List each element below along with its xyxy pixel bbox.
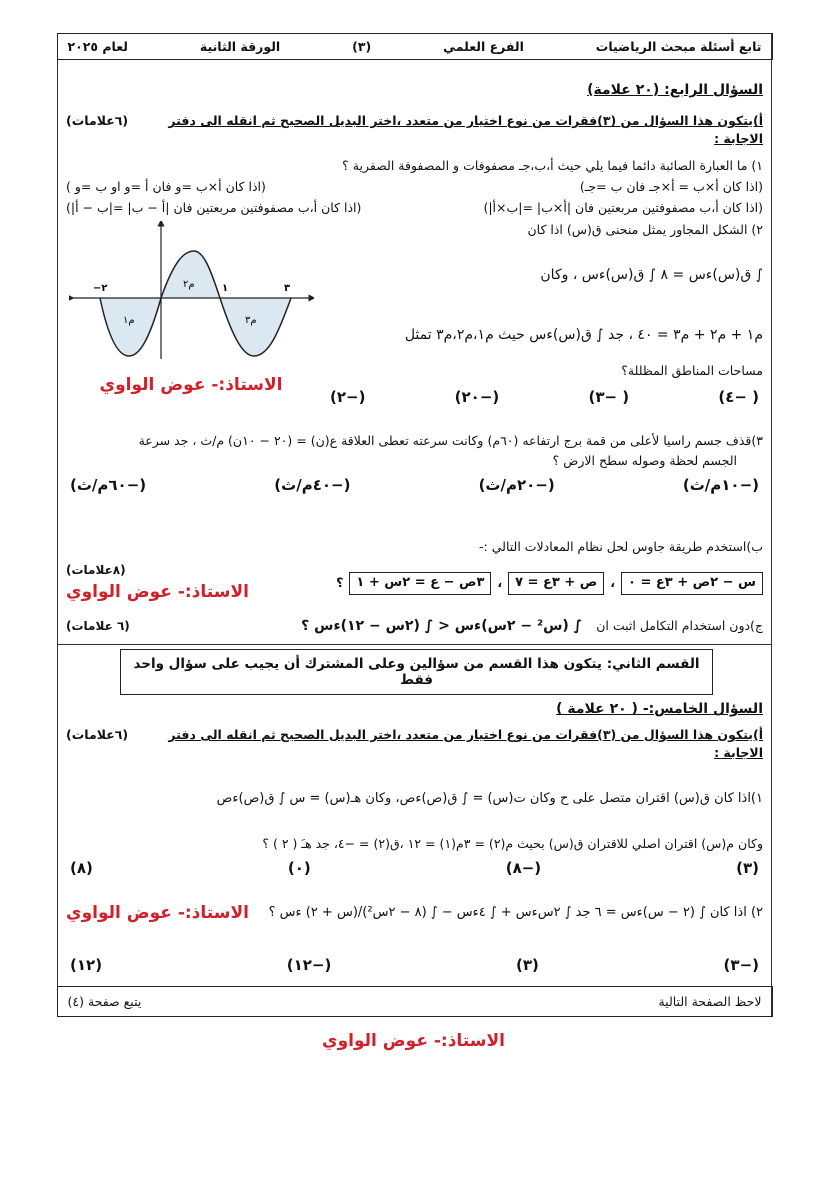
q5-item1-text2: وكان م(س) اقتران اصلي للاقتران ق(س) بحيث… xyxy=(262,835,763,851)
graph-label: −٢ xyxy=(93,283,108,294)
q4-item3-option: (−٦٠م/ث) xyxy=(70,476,147,495)
header-paper: الورقة الثانية xyxy=(199,39,281,54)
q4-part-b-text: ب)استخدم طريقة جاوس لحل نظام المعادلات ا… xyxy=(479,539,763,555)
shaded-region-m1 xyxy=(99,297,161,356)
q4-item2-option: ( −٤) xyxy=(718,387,759,406)
exam-header: تابع أسئلة مبحث الرياضيات الفرع العلمي (… xyxy=(56,33,773,60)
footer-box: لاحظ الصفحة التالية يتبع صفحة (٤) xyxy=(56,985,773,1017)
q4-item2-line2: م١ + م٢ + م٣ = ٤٠ ، جد ∫ ق(س)ءس حيث م١،م… xyxy=(404,327,763,344)
page-frame: تابع أسئلة مبحث الرياضيات الفرع العلمي (… xyxy=(56,33,773,1017)
q5-item1-option: (٠) xyxy=(287,858,311,877)
q5-item1-option: (٨) xyxy=(70,858,93,877)
equation-sep: ، xyxy=(610,575,616,591)
equation-1: س − ٢ص + ٣ع = ٠ xyxy=(621,571,763,595)
q4-item1-option: (اذا كان أ×ب =و فان أ =و او ب =و ) xyxy=(66,178,266,194)
teacher-watermark: الاستاذ:- عوض الواوي xyxy=(66,902,249,923)
graph-label: م١ xyxy=(123,315,135,326)
q5-item2-option: (٣) xyxy=(516,955,539,974)
q4-title: السؤال الرابع: (٢٠ علامة) xyxy=(587,82,763,98)
section2-text: القسم الثاني: يتكون هذا القسم من سؤالين … xyxy=(133,656,700,689)
q4-item2-option: (−٢٠) xyxy=(454,387,500,406)
equation-sep: ، xyxy=(497,575,503,591)
header-branch: الفرع العلمي xyxy=(443,39,524,54)
teacher-watermark: الاستاذ:- عوض الواوي xyxy=(99,374,283,395)
q5-instruction: أ)يتكون هذا السؤال من (٣)فقرات من نوع اخ… xyxy=(168,726,763,760)
q4-item2-option: (−٢) xyxy=(330,387,366,406)
q4-item3-option: (−٢٠م/ث) xyxy=(478,476,555,495)
q5-item1-option: (−٨) xyxy=(505,858,542,877)
q4-item1-text: ١) ما العبارة الصائبة دائما فيما يلي حيث… xyxy=(342,157,763,173)
q4-item1-option: (اذا كان أ،ب مصفوفتين مربعتين فان |أ − ب… xyxy=(66,199,362,215)
graph-label: ٣ xyxy=(284,283,290,294)
graph-label: م٢ xyxy=(183,279,195,290)
q4-part-c-text: ج)دون استخدام التكامل اثبت ان xyxy=(596,618,763,634)
q5-item2-text: ٢) اذا كان ∫ (٢ − س)ءس = ٦ جد ∫ ٢سءس + ∫… xyxy=(268,904,763,920)
q4-item2-text: ٢) الشكل المجاور يمثل منحنى ق(س) اذا كان xyxy=(527,221,763,237)
q4-item3-option: (−٤٠م/ث) xyxy=(274,476,351,495)
q4-item2-line3: مساحات المناطق المظللة؟ xyxy=(621,362,763,378)
part-b-marks: (٨علامات) xyxy=(66,563,126,578)
graph-label: ١ xyxy=(222,283,228,294)
part-c-marks: (٦ علامات) xyxy=(66,619,130,634)
q4-instruction-marks: (٦علامات) xyxy=(66,113,129,129)
teacher-watermark: الاستاذ:- عوض الواوي xyxy=(322,1030,505,1051)
q5-title: السؤال الخامس:- ( ٢٠ علامة ) xyxy=(556,701,763,718)
footer-next-page: لاحظ الصفحة التالية xyxy=(658,993,762,1009)
q4-item3-text2: الجسم لحظة وصوله سطح الارض ؟ xyxy=(552,452,737,468)
q4-item1-option: (اذا كان أ،ب مصفوفتين مربعتين فان |أ×ب| … xyxy=(483,199,763,215)
equation-end: ؟ xyxy=(336,575,344,591)
q5-item1-text: ١)اذا كان ق(س) اقتران متصل على ح وكان ت(… xyxy=(216,791,763,807)
equation-3: ٣ص − ع = ٢س + ١ xyxy=(349,571,492,595)
q5-item2-option: (١٢) xyxy=(70,955,103,974)
equation-2: ص + ٣ع = ٧ xyxy=(508,571,605,595)
function-graph: −٢ ١ ٣ م١ م٢ م٣ xyxy=(68,220,314,359)
teacher-watermark: الاستاذ:- عوض الواوي xyxy=(66,581,249,602)
q5-item2-option: (−١٢) xyxy=(286,955,332,974)
shaded-region-m2 xyxy=(160,250,220,298)
q5-item1-option: (٣) xyxy=(736,858,759,877)
header-subject: تابع أسئلة مبحث الرياضيات xyxy=(595,39,762,54)
q4-item3-text: ٣)قذف جسم راسيا لأعلى من قمة برج ارتفاعه… xyxy=(138,432,763,448)
q4-item3-option: (−١٠م/ث) xyxy=(682,476,759,495)
divider xyxy=(58,644,771,646)
header-page: (٣) xyxy=(352,39,372,54)
curve xyxy=(98,250,292,357)
q5-instruction-marks: (٦علامات) xyxy=(66,726,129,742)
q4-item2-option: ( −٣) xyxy=(588,387,630,406)
q4-item1-option: (اذا كان أ×ب = أ×جـ فان ب =جـ) xyxy=(579,178,763,194)
graph-label: م٣ xyxy=(245,315,257,326)
q4-part-c-expr: ∫ (س² − ٢س)ءس < ∫ (٢س − ١٢)ءس ؟ xyxy=(301,618,583,635)
q4-item2-line1: ∫ ق(س)ءس = ٨ ∫ ق(س)ءس ، وكان xyxy=(540,267,763,284)
q5-item2-option: (−٣) xyxy=(723,955,759,974)
footer-continue: يتبع صفحة (٤) xyxy=(67,993,142,1009)
header-year: لعام ٢٠٢٥ xyxy=(67,39,129,54)
q4-instruction: أ)يتكون هذا السؤال من (٣)فقرات من نوع اخ… xyxy=(168,113,763,147)
section2-box: القسم الثاني: يتكون هذا القسم من سؤالين … xyxy=(120,649,713,696)
